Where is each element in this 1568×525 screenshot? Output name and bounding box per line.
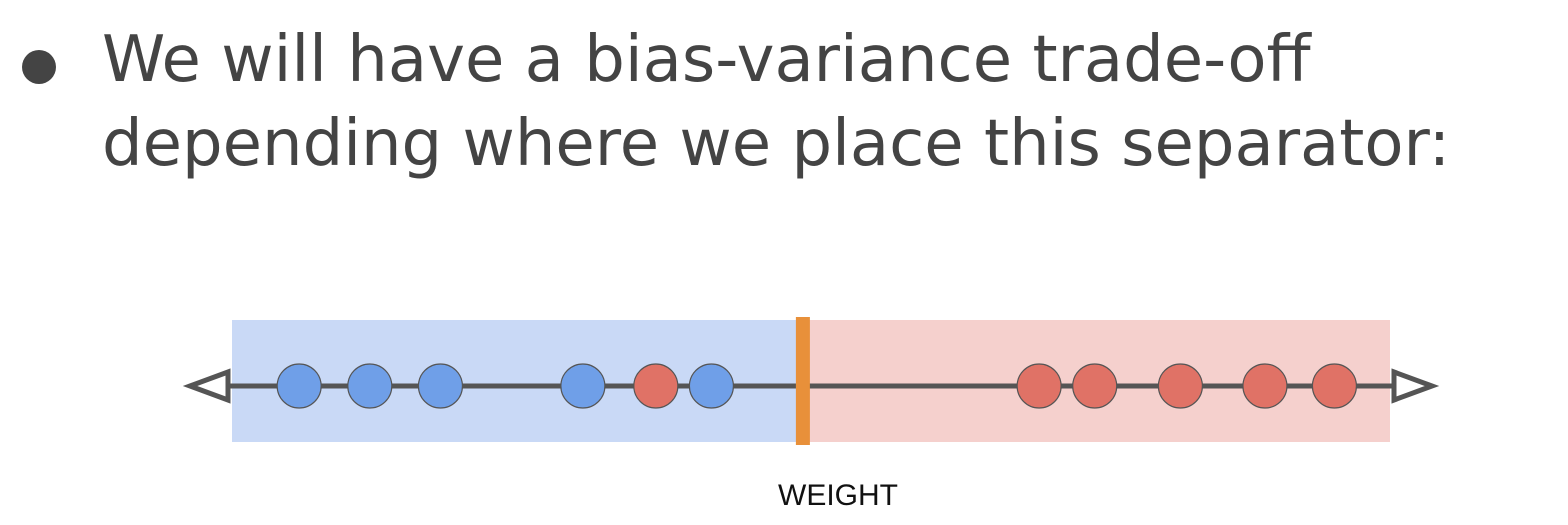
left-arrow-icon <box>182 368 231 404</box>
bullet-text: We will have a bias-variance trade-off d… <box>102 18 1562 186</box>
data-point-red-5 <box>633 363 679 409</box>
bullet-text-line-1: We will have a bias-variance trade-off <box>102 23 1311 97</box>
data-point-red-11 <box>1311 363 1358 409</box>
data-point-blue-2 <box>347 363 393 409</box>
right-arrow-icon <box>1391 368 1440 404</box>
data-point-blue-3 <box>417 363 464 409</box>
data-point-blue-4 <box>560 363 606 409</box>
data-point-red-7 <box>1016 363 1062 409</box>
data-point-blue-6 <box>688 363 735 409</box>
data-point-red-10 <box>1242 363 1288 409</box>
weight-number-line-diagram <box>182 317 1440 445</box>
decision-separator[interactable] <box>795 317 810 445</box>
bullet-text-line-2: depending where we place this separator: <box>102 107 1451 181</box>
axis-label: WEIGHT <box>778 479 898 512</box>
data-point-red-9 <box>1157 363 1204 409</box>
data-point-blue-1 <box>276 363 322 409</box>
data-point-red-8 <box>1072 363 1118 409</box>
bullet-point-icon <box>22 50 56 84</box>
data-points <box>276 363 1358 409</box>
